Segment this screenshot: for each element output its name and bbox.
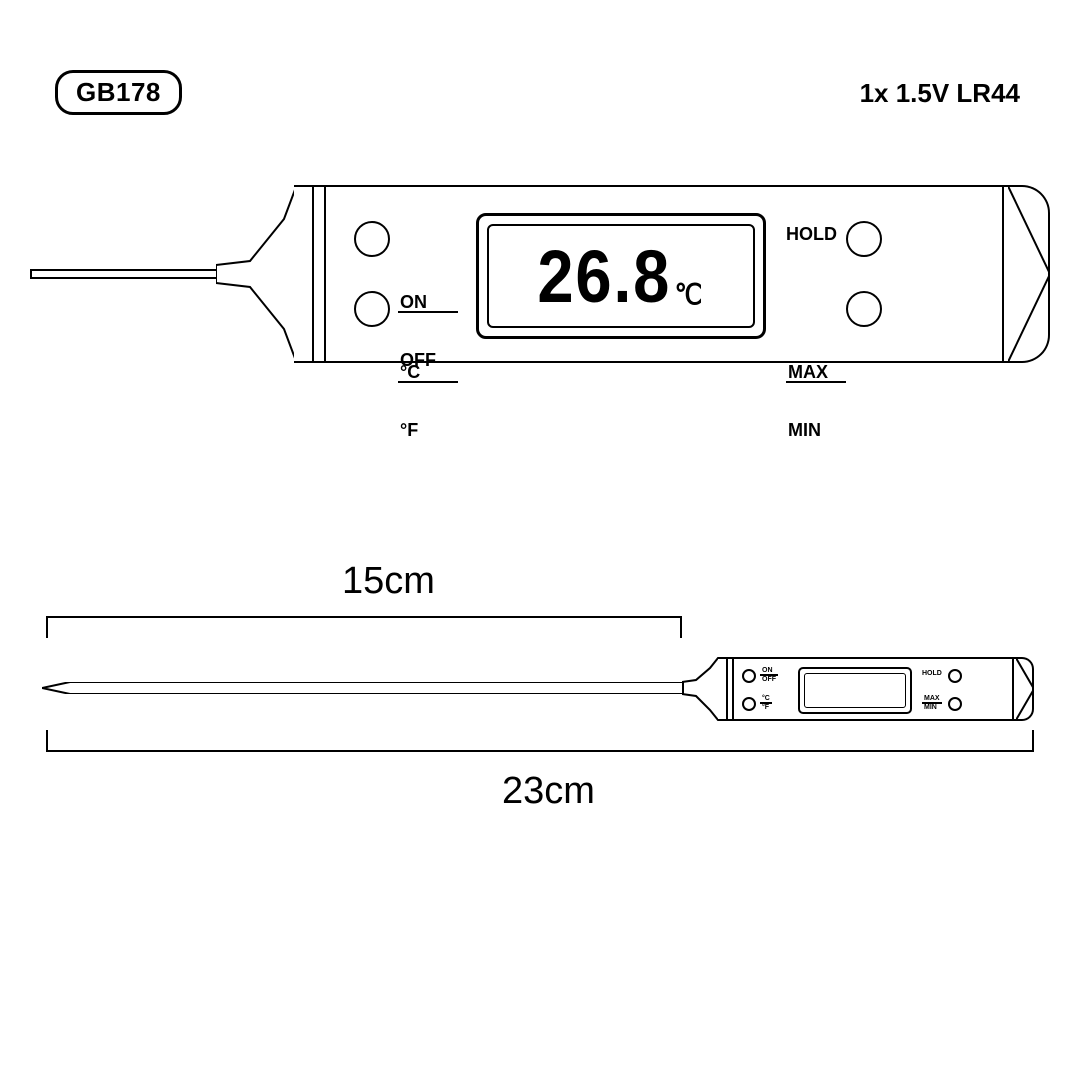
lcd-frame: 26.8 ℃ xyxy=(476,213,766,339)
thermometer-dimensions: 15cm xyxy=(42,560,1042,820)
thermometer-full-view: ON OFF °C °F HOLD xyxy=(42,654,1038,724)
total-length-label: 23cm xyxy=(502,770,595,813)
battery-spec: 1x 1.5V LR44 xyxy=(860,78,1020,109)
probe-length-bracket xyxy=(46,616,682,638)
max-min-label: MAX MIN xyxy=(786,325,846,478)
grip-band xyxy=(726,659,728,719)
hold-button[interactable] xyxy=(948,669,962,683)
model-badge: GB178 xyxy=(55,70,182,115)
lcd-screen: 26.8 ℃ xyxy=(487,224,755,328)
hold-label: HOLD xyxy=(786,225,837,244)
c-f-label: °C °F xyxy=(760,695,772,712)
hold-button[interactable] xyxy=(846,221,882,257)
max-min-button[interactable] xyxy=(846,291,882,327)
hold-label: HOLD xyxy=(922,670,942,677)
cap-bevel xyxy=(1016,658,1034,720)
lcd-frame xyxy=(798,667,912,714)
grip-band xyxy=(324,186,326,362)
on-off-label: ON OFF xyxy=(760,667,778,684)
diagram-canvas: GB178 1x 1.5V LR44 ON OFF xyxy=(0,0,1080,1080)
c-f-button[interactable] xyxy=(742,697,756,711)
thermometer-body: ON OFF °C °F 26.8 ℃ xyxy=(294,185,1050,363)
lcd-unit: ℃ xyxy=(675,278,704,311)
end-cap-seam xyxy=(1012,659,1014,719)
end-cap-seam xyxy=(1002,187,1004,361)
on-off-button[interactable] xyxy=(354,221,390,257)
probe xyxy=(42,682,684,694)
neck-taper xyxy=(216,175,306,375)
grip-band xyxy=(312,186,314,362)
on-off-button[interactable] xyxy=(742,669,756,683)
max-min-label: MAX MIN xyxy=(922,695,942,712)
control-panel: ON OFF °C °F HOLD xyxy=(742,665,1006,713)
total-length-bracket xyxy=(46,730,1034,752)
grip-band xyxy=(732,659,734,719)
max-min-button[interactable] xyxy=(948,697,962,711)
cap-bevel xyxy=(1008,186,1050,362)
c-f-label: °C °F xyxy=(398,325,458,478)
lcd-reading: 26.8 xyxy=(538,234,672,319)
probe-stub xyxy=(30,269,216,279)
thermometer-body: ON OFF °C °F HOLD xyxy=(718,657,1034,721)
thermometer-closeup: ON OFF °C °F 26.8 ℃ xyxy=(30,175,1050,375)
c-f-button[interactable] xyxy=(354,291,390,327)
probe-length-label: 15cm xyxy=(342,560,435,603)
control-panel: ON OFF °C °F 26.8 ℃ xyxy=(354,207,984,341)
